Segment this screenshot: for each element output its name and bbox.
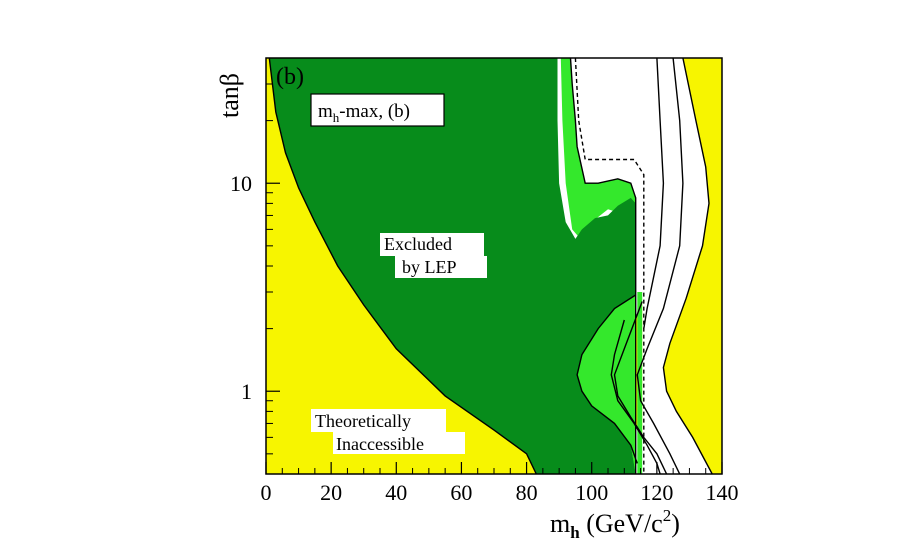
- contour-mhmax-2: [636, 58, 684, 474]
- region-expected-band: [560, 58, 636, 474]
- x-tick-label: 40: [385, 480, 407, 505]
- x-axis-title-sub: h: [570, 523, 580, 542]
- ticks-layer: 0 20 40 60 80 100 120 140 1 10: [230, 57, 739, 505]
- contour-observed-95: [569, 58, 637, 474]
- region-theoretical-left: [266, 58, 537, 474]
- x-tick-label: 80: [516, 480, 538, 505]
- scenario-label-rest: -max, (b): [339, 101, 410, 122]
- scenario-label: mh-max, (b): [318, 101, 410, 125]
- x-axis-title-main: m: [550, 509, 570, 538]
- contour-excluded-edge-left: [268, 58, 537, 474]
- contour-mhmax-5: [613, 301, 668, 474]
- excluded-annotation: Excluded by LEP: [380, 233, 487, 278]
- y-axis-title: tanβ: [215, 73, 244, 118]
- excluded-line-2: by LEP: [402, 257, 457, 277]
- theoretical-annotation: Theoretically Inaccessible: [311, 409, 465, 454]
- theoretical-line-1: Theoretically: [315, 411, 411, 431]
- x-tick-label: 60: [450, 480, 472, 505]
- contour-hole-edge: [576, 294, 638, 464]
- panel-label: (b): [276, 64, 304, 90]
- x-tick-label: 20: [320, 480, 342, 505]
- x-tick-label: 140: [706, 480, 739, 505]
- excluded-line-1: Excluded: [384, 234, 452, 254]
- x-tick-label: 100: [575, 480, 608, 505]
- x-axis-title-sup: 2: [663, 506, 672, 525]
- x-axis-title: mh (GeV/c2): [550, 506, 680, 542]
- x-tick-label: 0: [261, 480, 272, 505]
- y-tick-label: 10: [230, 171, 252, 196]
- x-tick-label: 120: [640, 480, 673, 505]
- scenario-label-main: m: [318, 101, 333, 122]
- scenario-box: mh-max, (b): [310, 93, 445, 127]
- x-axis-title-close: ): [671, 509, 680, 538]
- y-tick-label: 1: [241, 379, 252, 404]
- theoretical-line-2: Inaccessible: [336, 434, 424, 454]
- x-axis-title-units: (GeV/c: [580, 509, 663, 538]
- contour-expected-dashed: [574, 58, 645, 474]
- contour-mhmax-4: [610, 319, 661, 474]
- scenario-label-sub: h: [333, 110, 340, 125]
- contours-layer: [268, 58, 713, 474]
- contour-mhmax-3: [662, 58, 713, 474]
- region-theoretical-right: [663, 58, 722, 474]
- contour-mhmax-1: [643, 58, 665, 329]
